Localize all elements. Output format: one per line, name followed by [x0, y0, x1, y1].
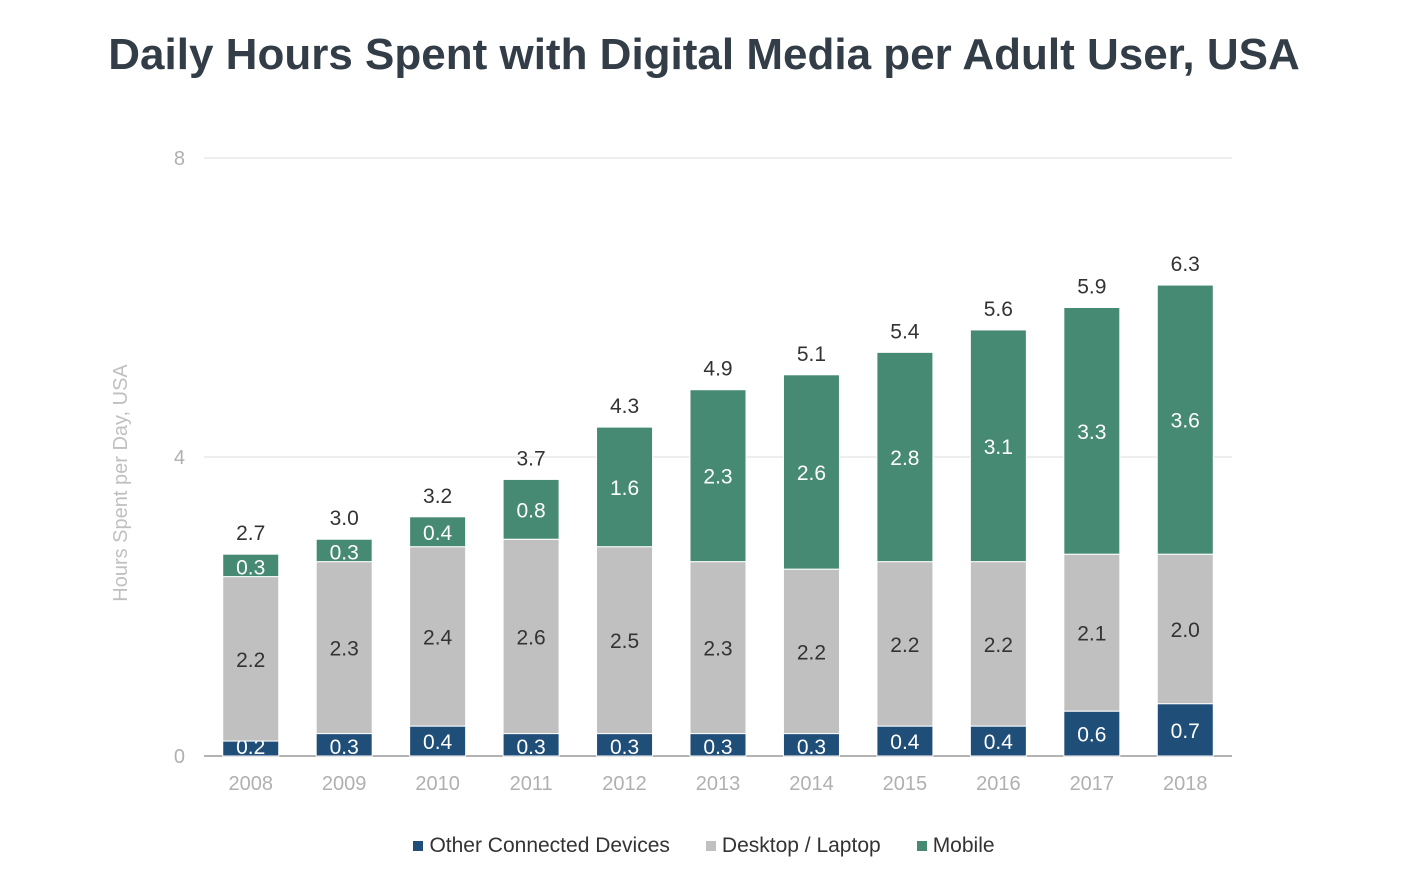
legend-item-mobile[interactable]: Mobile — [916, 834, 995, 858]
x-tick-label: 2009 — [322, 773, 367, 795]
bar-desktop-laptop — [1156, 553, 1214, 705]
x-tick-label: 2017 — [1070, 773, 1115, 795]
bar-desktop-laptop — [689, 561, 747, 735]
total-label: 3.0 — [330, 507, 359, 530]
data-label-mobile: 1.6 — [610, 477, 639, 500]
legend-item-desktop-laptop[interactable]: Desktop / Laptop — [705, 834, 881, 858]
bar-mobile — [969, 329, 1027, 563]
legend-item-other-connected-devices[interactable]: Other Connected Devices — [413, 834, 670, 858]
total-label: 5.9 — [1077, 276, 1106, 299]
total-label: 6.3 — [1171, 253, 1200, 276]
data-label-other-connected-devices: 0.2 — [236, 736, 265, 759]
legend-swatch-mobile — [916, 841, 927, 851]
x-tick-label: 2013 — [696, 773, 741, 795]
legend-swatch-other-connected-devices — [413, 841, 424, 851]
data-label-desktop-laptop: 2.5 — [610, 630, 639, 653]
x-tick-label: 2016 — [976, 773, 1021, 795]
bar-desktop-laptop — [315, 561, 373, 735]
data-label-desktop-laptop: 2.1 — [1077, 623, 1106, 646]
x-tick-label: 2011 — [510, 773, 553, 795]
total-label: 3.7 — [516, 447, 545, 470]
bar-desktop-laptop — [1063, 553, 1121, 712]
data-label-other-connected-devices: 0.4 — [984, 731, 1014, 754]
data-label-mobile: 0.4 — [423, 522, 453, 545]
data-label-mobile: 2.3 — [703, 466, 732, 489]
data-label-desktop-laptop: 2.3 — [703, 638, 732, 661]
x-tick-label: 2015 — [883, 773, 928, 795]
bar-other-connected-devices — [1156, 703, 1214, 757]
bar-desktop-laptop — [596, 546, 654, 735]
data-label-desktop-laptop: 2.2 — [984, 634, 1013, 657]
stacked-bar-chart: 0 4 8 Hours Spent per Day, USA 0.2 2.2 0.3 2.7 2… — [110, 148, 1232, 795]
data-label-mobile: 0.3 — [236, 557, 265, 580]
y-tick-label: 4 — [174, 447, 185, 469]
bar-desktop-laptop — [502, 538, 560, 735]
chart-title: Daily Hours Spent with Digital Media per… — [108, 30, 1300, 79]
data-label-other-connected-devices: 0.3 — [797, 736, 826, 759]
total-label: 2.7 — [236, 522, 265, 545]
data-label-mobile: 2.8 — [890, 447, 919, 470]
total-label: 5.1 — [797, 343, 826, 366]
total-label: 4.3 — [610, 395, 639, 418]
x-tick-label: 2010 — [415, 773, 460, 795]
data-label-desktop-laptop: 2.3 — [330, 638, 359, 661]
data-label-mobile: 3.1 — [984, 436, 1013, 459]
bar-mobile — [1063, 307, 1121, 555]
bar-desktop-laptop — [222, 576, 280, 742]
bar-other-connected-devices — [409, 725, 467, 757]
legend-swatch-desktop-laptop — [705, 841, 716, 851]
bar-mobile — [782, 374, 840, 570]
bar-mobile — [409, 516, 467, 548]
data-label-mobile: 0.8 — [516, 499, 545, 522]
y-tick-label: 8 — [174, 148, 185, 170]
legend: Other Connected Devices Desktop / Laptop… — [0, 834, 1408, 858]
data-label-other-connected-devices: 0.6 — [1077, 724, 1106, 747]
legend-label-desktop-laptop: Desktop / Laptop — [721, 834, 881, 857]
data-label-mobile: 2.6 — [797, 462, 826, 485]
y-tick-label: 0 — [174, 746, 185, 768]
legend-label-other-connected-devices: Other Connected Devices — [429, 834, 670, 857]
bar-mobile — [222, 553, 280, 578]
bar-mobile — [315, 538, 373, 563]
bar-other-connected-devices — [969, 725, 1027, 757]
bar-mobile — [502, 478, 560, 540]
total-label: 3.2 — [423, 485, 452, 508]
bar-desktop-laptop — [876, 561, 934, 727]
y-axis-title: Hours Spent per Day, USA — [110, 364, 132, 602]
data-label-desktop-laptop: 2.2 — [797, 641, 826, 664]
data-label-desktop-laptop: 2.0 — [1171, 619, 1200, 642]
x-tick-label: 2014 — [789, 773, 834, 795]
data-label-mobile: 3.3 — [1077, 421, 1106, 444]
legend-label-mobile: Mobile — [932, 834, 995, 857]
total-label: 5.6 — [984, 298, 1013, 321]
bar-desktop-laptop — [782, 568, 840, 735]
data-label-other-connected-devices: 0.7 — [1171, 720, 1200, 743]
data-label-other-connected-devices: 0.3 — [703, 736, 732, 759]
total-label: 4.9 — [703, 358, 732, 381]
bar-mobile — [1156, 284, 1214, 555]
bar-mobile — [689, 389, 747, 563]
data-label-other-connected-devices: 0.3 — [610, 736, 639, 759]
data-label-desktop-laptop: 2.2 — [236, 649, 265, 672]
bar-desktop-laptop — [969, 561, 1027, 727]
bar-other-connected-devices — [1063, 710, 1121, 757]
data-label-other-connected-devices: 0.3 — [330, 736, 359, 759]
data-label-desktop-laptop: 2.4 — [423, 626, 453, 649]
x-tick-label: 2008 — [228, 773, 273, 795]
x-tick-label: 2012 — [602, 773, 647, 795]
bar-mobile — [596, 426, 654, 548]
data-label-other-connected-devices: 0.4 — [890, 731, 920, 754]
bar-mobile — [876, 351, 934, 563]
x-tick-label: 2018 — [1163, 773, 1208, 795]
data-label-mobile: 3.6 — [1171, 410, 1200, 433]
data-label-desktop-laptop: 2.6 — [516, 626, 545, 649]
data-label-other-connected-devices: 0.3 — [516, 736, 545, 759]
data-label-other-connected-devices: 0.4 — [423, 731, 453, 754]
data-label-desktop-laptop: 2.2 — [890, 634, 919, 657]
total-label: 5.4 — [890, 320, 920, 343]
data-label-mobile: 0.3 — [330, 542, 359, 565]
